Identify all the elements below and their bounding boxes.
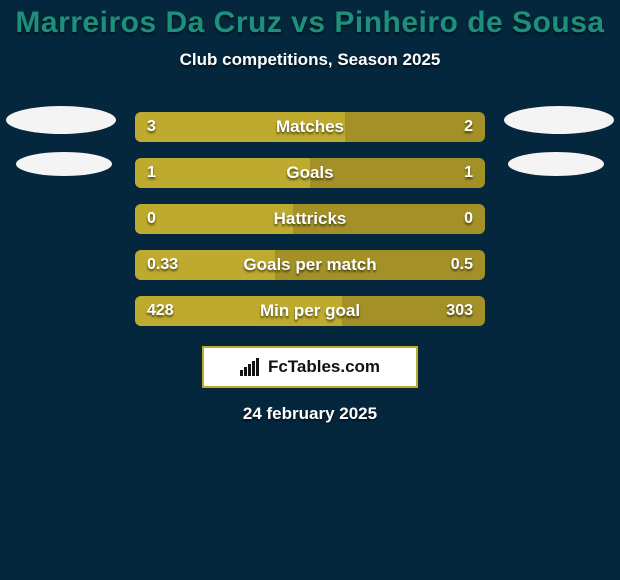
source-badge-text: FcTables.com — [268, 357, 380, 377]
stat-row: 0.330.5Goals per match — [135, 250, 485, 280]
player-right-avatar — [504, 106, 614, 134]
stat-row-fill — [135, 250, 275, 280]
stat-right-value: 1 — [464, 158, 473, 188]
stat-row: 11Goals — [135, 158, 485, 188]
snapshot-date: 24 february 2025 — [0, 404, 620, 424]
player-left-avatar-2 — [16, 152, 112, 176]
source-badge: FcTables.com — [202, 346, 418, 388]
player-right-avatar-2 — [508, 152, 604, 176]
stat-right-value: 0.5 — [451, 250, 473, 280]
stat-row-fill — [135, 112, 345, 142]
page-title: Marreiros Da Cruz vs Pinheiro de Sousa — [0, 6, 620, 40]
stat-row: 00Hattricks — [135, 204, 485, 234]
stat-rows: 32Matches 11Goals 00Hattricks 0.330.5Goals … — [135, 112, 485, 326]
stat-right-value: 2 — [464, 112, 473, 142]
bar-chart-icon — [240, 358, 262, 376]
stat-row-fill — [135, 158, 310, 188]
page-subtitle: Club competitions, Season 2025 — [0, 50, 620, 70]
stat-row: 32Matches — [135, 112, 485, 142]
comparison-area: 32Matches 11Goals 00Hattricks 0.330.5Goals … — [0, 112, 620, 326]
stat-row: 428303Min per goal — [135, 296, 485, 326]
stat-right-value: 303 — [446, 296, 473, 326]
player-left-avatar — [6, 106, 116, 134]
stat-row-fill — [135, 296, 342, 326]
stat-row-fill — [135, 204, 293, 234]
page-root: Marreiros Da Cruz vs Pinheiro de Sousa C… — [0, 0, 620, 580]
stat-right-value: 0 — [464, 204, 473, 234]
